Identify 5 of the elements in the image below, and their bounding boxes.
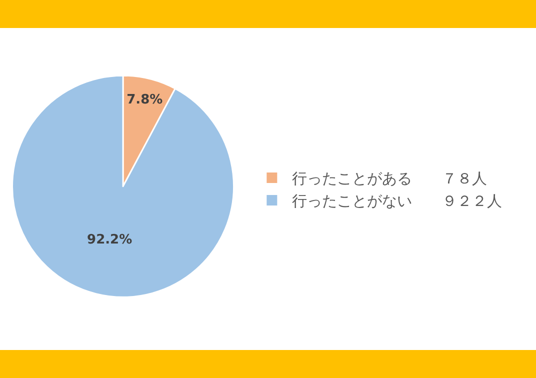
data-label: 92.2% [87, 232, 132, 248]
legend-label: 行ったことがない ９２２人 [292, 192, 502, 210]
data-label: 7.8% [126, 92, 163, 108]
pie-slice [12, 74, 234, 298]
legend-label: 行ったことがある ７８人 [292, 170, 487, 188]
